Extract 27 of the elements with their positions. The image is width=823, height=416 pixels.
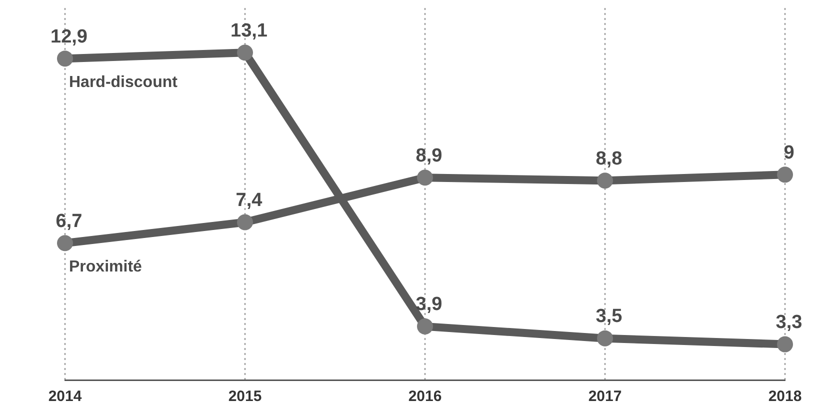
data-label: 7,4 <box>236 190 263 212</box>
data-label: 9 <box>784 142 794 164</box>
point <box>597 330 613 346</box>
data-label: 3,5 <box>596 306 623 328</box>
point <box>237 44 253 61</box>
x-tick-label: 2018 <box>768 388 802 406</box>
data-label: 6,7 <box>56 210 82 232</box>
point <box>57 235 73 252</box>
x-tick-label: 2017 <box>588 388 622 406</box>
point <box>417 318 433 334</box>
data-label: 8,9 <box>416 145 442 166</box>
x-tick-label: 2016 <box>408 388 442 406</box>
data-label: 13,1 <box>230 20 268 42</box>
data-label: 12,9 <box>50 26 88 48</box>
point <box>57 50 73 67</box>
point <box>597 172 613 189</box>
x-tick-label: 2015 <box>228 388 262 406</box>
point <box>777 336 793 352</box>
series-label: Proximité <box>69 258 142 276</box>
point <box>237 214 253 230</box>
data-label: 3,9 <box>416 294 442 316</box>
point <box>777 166 793 183</box>
series-label: Hard-discount <box>69 74 178 91</box>
point <box>417 170 433 186</box>
data-label: 3,3 <box>776 312 802 334</box>
x-tick-label: 2014 <box>48 388 82 406</box>
data-label: 8,8 <box>596 148 622 170</box>
